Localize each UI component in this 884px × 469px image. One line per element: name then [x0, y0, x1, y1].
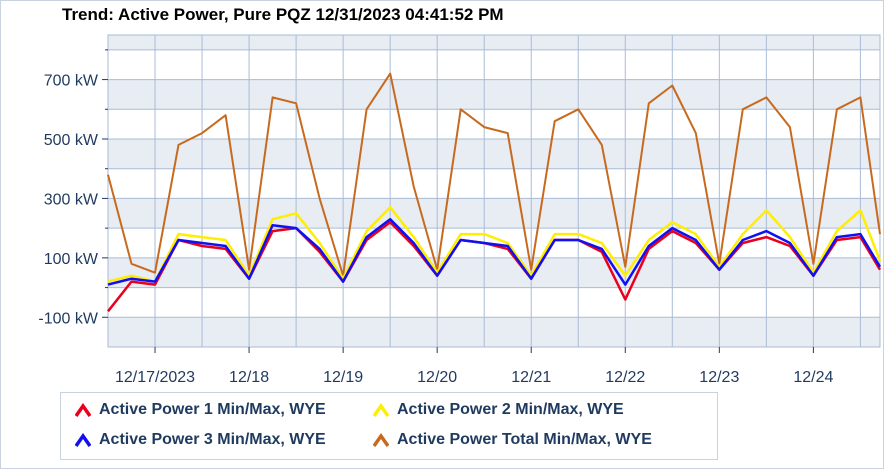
plot-band: [108, 257, 880, 288]
plot-band: [108, 79, 880, 110]
series-line-3: [107, 217, 882, 286]
x-tick-label: 12/21: [511, 369, 551, 386]
plot-band: [108, 35, 880, 50]
chart-title: Trend: Active Power, Pure PQZ 12/31/2023…: [62, 5, 504, 24]
y-tick-label: 100 kW: [44, 251, 99, 268]
series-line-2: [107, 206, 882, 283]
legend-item: Active Power 2 Min/Max, WYE: [373, 401, 624, 419]
legend-marker-icon: [75, 433, 91, 447]
x-tick-label: 12/22: [605, 369, 645, 386]
legend: Active Power 1 Min/Max, WYE Active Power …: [60, 392, 718, 460]
y-tick-label: 500 kW: [44, 132, 99, 149]
y-tick-label: 700 kW: [44, 73, 99, 90]
legend-label: Active Power 3 Min/Max, WYE: [99, 431, 326, 448]
legend-label: Active Power Total Min/Max, WYE: [397, 431, 652, 448]
x-tick-label: 12/19: [323, 369, 363, 386]
plot-band: [108, 198, 880, 229]
legend-marker-icon: [373, 403, 389, 417]
legend-item: Active Power 3 Min/Max, WYE: [75, 431, 326, 449]
legend-marker-icon: [373, 433, 389, 447]
plot-area: -100 kW 100 kW 300 kW 500 kW 700 kW 12/17/202…: [38, 34, 882, 386]
legend-label: Active Power 1 Min/Max, WYE: [99, 401, 326, 418]
plot-band: [108, 139, 880, 169]
y-tick-label: 300 kW: [44, 191, 99, 208]
legend-item: Active Power 1 Min/Max, WYE: [75, 401, 326, 419]
x-tick-label: 12/23: [699, 369, 739, 386]
x-tick-label: 12/17/2023: [115, 369, 195, 386]
x-tick-label: 12/24: [793, 369, 833, 386]
plot-border: [107, 34, 881, 348]
legend-label: Active Power 2 Min/Max, WYE: [397, 401, 624, 418]
x-tick-label: 12/18: [229, 369, 269, 386]
legend-marker-icon: [75, 403, 91, 417]
y-tick-label: -100 kW: [38, 310, 98, 327]
x-tick-label: 12/20: [417, 369, 457, 386]
plot-band: [108, 317, 880, 347]
series-line-4: [107, 72, 881, 277]
legend-item: Active Power Total Min/Max, WYE: [373, 431, 652, 449]
